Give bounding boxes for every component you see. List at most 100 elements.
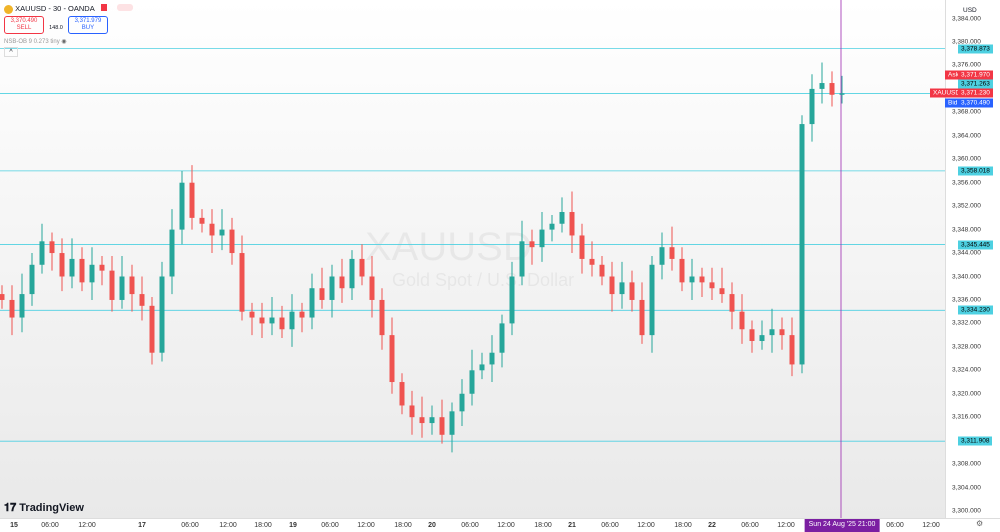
candle-body <box>809 88 815 125</box>
candle-body <box>519 241 525 277</box>
symbol-title[interactable]: XAUUSD - 30 - OANDA <box>15 4 95 13</box>
buy-label: BUY <box>81 24 95 31</box>
candle-body <box>399 382 405 406</box>
settings-icon[interactable]: ⚙ <box>976 519 984 528</box>
price-tick: 3,348.000 <box>952 226 981 234</box>
candle-body <box>569 212 575 236</box>
candle-body <box>619 282 625 295</box>
time-label: 12:00 <box>637 522 655 529</box>
candle-body <box>599 264 605 277</box>
indicator-label[interactable]: NSB-OB 9 0.273 tiny <box>4 38 60 45</box>
candle-body <box>529 241 535 248</box>
time-axis[interactable]: 15 06:00 12:00 17 06:00 12:00 18:00 19 06:00 12:0… <box>0 518 1000 532</box>
candle-body <box>579 235 585 259</box>
price-tick: 3,320.000 <box>952 390 981 398</box>
time-label: 20 <box>428 522 436 529</box>
candle-body <box>349 258 355 289</box>
candle-body <box>0 294 5 300</box>
time-label: 12:00 <box>777 522 795 529</box>
candle-body <box>149 305 155 353</box>
currency-selector[interactable]: USD <box>963 7 977 14</box>
candle-body <box>159 276 165 353</box>
candle-body <box>759 335 765 341</box>
candle-body <box>369 276 375 300</box>
candle-body <box>209 223 215 236</box>
candle-body <box>139 294 145 306</box>
candle-body <box>179 182 185 230</box>
candle-body <box>239 253 245 312</box>
candle-body <box>479 364 485 371</box>
time-label: 19 <box>289 522 297 529</box>
candle-body <box>29 264 35 295</box>
candle-body <box>839 93 845 95</box>
price-tick: 3,316.000 <box>952 413 981 421</box>
candle-body <box>509 276 515 324</box>
candle-body <box>419 417 425 424</box>
buy-price: 3,371.979 <box>74 17 102 24</box>
time-label: 18:00 <box>394 522 412 529</box>
sell-button[interactable]: 3,370.490 SELL <box>4 15 44 34</box>
candle-body <box>739 311 745 330</box>
candle-body <box>679 258 685 283</box>
price-tick: 3,328.000 <box>952 343 981 351</box>
price-tick: 3,300.000 <box>952 507 981 515</box>
candle-body <box>729 294 735 312</box>
candle-body <box>659 247 665 265</box>
bid-label: Bid <box>945 98 961 108</box>
mid-price-tag: 3,371.263 <box>958 79 993 89</box>
candle-body <box>779 329 785 336</box>
symbol-label: XAUUSD <box>930 88 964 98</box>
candle-body <box>699 276 705 283</box>
candle-body <box>69 258 75 277</box>
candle-body <box>359 258 365 277</box>
market-status-icon[interactable] <box>117 4 134 11</box>
candle-body <box>39 241 45 265</box>
level-price-tag: 3,358.018 <box>958 166 993 176</box>
bid-price-tag: 3,370.490 <box>958 98 993 108</box>
price-tick: 3,324.000 <box>952 366 981 374</box>
time-label: 12:00 <box>219 522 237 529</box>
flag-icon[interactable] <box>101 4 108 11</box>
time-label: 06:00 <box>886 522 904 529</box>
candle-body <box>319 288 325 300</box>
watermark-symbol: XAUUSD <box>365 225 532 269</box>
chart-pane[interactable]: XAUUSD Gold Spot / U.S. Dollar XAUUSD - … <box>0 0 945 518</box>
time-label: 06:00 <box>601 522 619 529</box>
price-tick: 3,368.000 <box>952 108 981 116</box>
candle-body <box>279 317 285 330</box>
candle-body <box>719 288 725 295</box>
level-price-tag: 3,334.230 <box>958 305 993 315</box>
level-price-tag: 3,311.908 <box>958 436 993 446</box>
candle-body <box>829 83 835 95</box>
candle-body <box>379 299 385 336</box>
time-label: 18:00 <box>674 522 692 529</box>
ask-label: Ask <box>945 70 962 80</box>
candle-body <box>769 329 775 336</box>
collapse-button[interactable]: ^ <box>4 46 18 57</box>
candle-body <box>169 229 175 277</box>
price-tick: 3,360.000 <box>952 155 981 163</box>
spread: 148.0 <box>49 24 63 31</box>
candle-body <box>19 294 25 318</box>
price-tick: 3,344.000 <box>952 249 981 257</box>
candle-body <box>269 317 275 324</box>
candles-svg <box>0 0 945 518</box>
candle-body <box>609 276 615 295</box>
candle-body <box>59 253 65 277</box>
chart-header: XAUUSD - 30 - OANDA 3,370.490 SELL 148.0 … <box>4 4 134 57</box>
candle-body <box>259 317 265 324</box>
sell-label: SELL <box>16 24 32 31</box>
time-label: 12:00 <box>497 522 515 529</box>
level-price-tag: 3,378.873 <box>958 44 993 54</box>
eye-icon[interactable]: ◉ <box>61 38 67 45</box>
buy-button[interactable]: 3,371.979 BUY <box>67 15 108 34</box>
candle-body <box>799 124 805 365</box>
candle-body <box>109 270 115 300</box>
candle-body <box>499 323 505 353</box>
price-tick: 3,332.000 <box>952 319 981 327</box>
price-tick: 3,336.000 <box>952 296 981 304</box>
time-label: 06:00 <box>321 522 339 529</box>
time-label: 18:00 <box>534 522 552 529</box>
time-label: 21 <box>568 522 576 529</box>
time-label: 12:00 <box>922 522 940 529</box>
